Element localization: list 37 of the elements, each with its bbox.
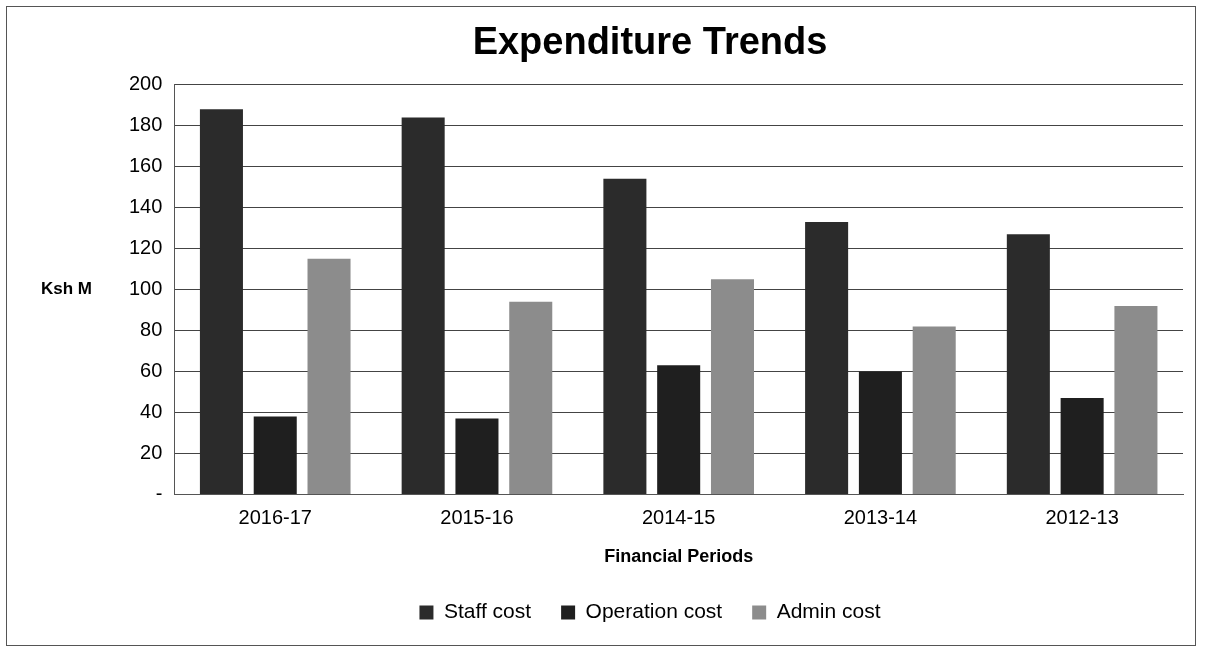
legend-label: Staff cost	[443, 599, 532, 623]
bar	[455, 418, 499, 494]
y-tick-label: 200	[128, 72, 163, 95]
y-tick-label: 100	[128, 277, 163, 300]
y-tick-label: 140	[128, 195, 163, 218]
bar	[657, 365, 701, 494]
bar	[912, 326, 956, 494]
bar	[1114, 305, 1158, 494]
bar	[199, 109, 243, 494]
y-tick-label: 40	[140, 399, 163, 422]
y-tick-label: 60	[140, 358, 163, 381]
y-tick-label: 80	[140, 318, 163, 340]
bar	[509, 301, 553, 494]
bar	[1060, 398, 1104, 494]
bar	[253, 416, 297, 494]
chart-title: Expenditure Trends	[472, 20, 828, 63]
y-tick-label: -	[155, 481, 163, 504]
bar	[1006, 234, 1050, 494]
bar	[401, 117, 445, 494]
y-tick-label: 180	[128, 113, 163, 136]
x-tick-label: 2012-13	[1045, 505, 1119, 528]
x-tick-label: 2013-14	[843, 505, 918, 528]
legend-label: Admin cost	[776, 599, 881, 623]
bar	[307, 258, 351, 494]
x-tick-label: 2015-16	[440, 505, 514, 528]
legend-label: Operation cost	[585, 599, 723, 623]
y-axis-title: Ksh M	[41, 279, 92, 299]
bar	[603, 178, 647, 494]
x-axis-title: Financial Periods	[604, 546, 754, 567]
bar	[710, 279, 754, 494]
y-tick-label: 120	[128, 236, 163, 259]
y-tick-label: 160	[128, 154, 163, 177]
x-tick-label: 2014-15	[641, 505, 716, 528]
y-tick-label: 20	[140, 440, 163, 463]
bar	[805, 221, 849, 494]
x-tick-label: 2016-17	[238, 505, 312, 528]
bar	[858, 371, 902, 494]
